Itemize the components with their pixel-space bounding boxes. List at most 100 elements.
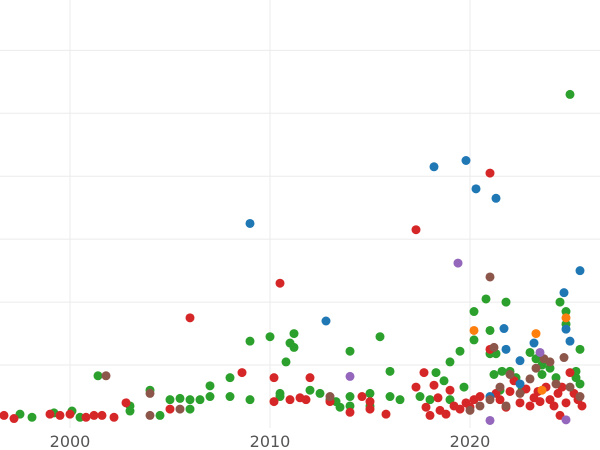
point-s4-3 (537, 385, 547, 395)
point-s1-22 (357, 392, 367, 402)
point-s2-9 (529, 338, 539, 348)
point-s0-25 (289, 329, 299, 339)
point-s1-10 (165, 404, 175, 414)
point-s0-13 (185, 404, 195, 414)
point-s0-29 (315, 388, 325, 398)
point-s0-36 (365, 388, 375, 398)
point-s1-59 (561, 398, 571, 408)
point-s2-1 (321, 316, 331, 326)
point-s0-70 (561, 307, 571, 317)
point-s3-2 (145, 388, 155, 398)
point-s0-67 (551, 373, 561, 383)
point-s2-6 (499, 324, 509, 334)
point-s1-31 (429, 380, 439, 390)
point-s0-58 (501, 297, 511, 307)
point-s0-34 (345, 392, 355, 402)
point-s1-9 (121, 398, 131, 408)
point-s3-18 (559, 353, 569, 363)
point-s4-2 (561, 313, 571, 323)
point-s0-1 (27, 412, 37, 422)
point-s0-75 (571, 373, 581, 383)
point-s1-26 (411, 225, 421, 235)
point-s3-19 (565, 382, 575, 392)
point-s3-0 (101, 371, 111, 381)
point-s1-19 (305, 373, 315, 383)
point-s0-41 (395, 395, 405, 405)
point-s0-76 (497, 366, 507, 376)
point-s0-51 (469, 307, 479, 317)
point-s3-10 (495, 382, 505, 392)
point-s0-11 (175, 393, 185, 403)
point-s1-14 (269, 397, 279, 407)
point-s0-5 (93, 371, 103, 381)
point-s1-7 (97, 410, 107, 420)
point-s1-37 (455, 404, 465, 414)
point-s1-32 (433, 393, 443, 403)
point-s1-18 (301, 395, 311, 405)
point-s1-21 (345, 407, 355, 417)
point-s1-15 (275, 278, 285, 288)
point-s3-5 (465, 405, 475, 415)
point-s0-66 (545, 363, 555, 373)
point-s1-42 (485, 168, 495, 178)
point-s2-5 (491, 193, 501, 203)
point-s0-18 (225, 373, 235, 383)
point-s0-44 (431, 368, 441, 378)
point-s3-12 (515, 388, 525, 398)
point-s1-1 (9, 414, 19, 424)
point-s5-2 (485, 415, 495, 425)
point-s0-33 (345, 401, 355, 411)
point-s1-3 (55, 410, 65, 420)
point-s0-32 (335, 402, 345, 412)
point-s3-20 (575, 392, 585, 402)
point-s1-30 (425, 410, 435, 420)
point-s1-12 (237, 368, 247, 378)
point-s3-9 (489, 342, 499, 352)
point-s1-2 (45, 409, 55, 419)
point-s3-7 (485, 395, 495, 405)
point-s2-0 (245, 218, 255, 228)
point-s0-26 (289, 342, 299, 352)
point-s5-1 (453, 258, 463, 268)
point-s0-48 (455, 346, 465, 356)
point-s1-8 (109, 412, 119, 422)
point-s1-35 (445, 385, 455, 395)
point-s2-11 (565, 336, 575, 346)
point-s1-23 (365, 397, 375, 407)
point-s0-40 (385, 366, 395, 376)
point-s1-63 (577, 401, 587, 411)
point-s0-35 (345, 346, 355, 356)
point-s4-0 (469, 325, 479, 335)
point-s0-19 (245, 336, 255, 346)
point-s0-46 (445, 357, 455, 367)
point-s1-25 (381, 409, 391, 419)
point-s2-3 (461, 156, 471, 165)
point-s0-55 (489, 370, 499, 379)
point-s2-15 (515, 379, 525, 389)
point-s5-3 (561, 415, 571, 425)
point-s1-41 (475, 392, 485, 402)
point-s1-51 (525, 401, 535, 411)
point-s1-45 (495, 395, 505, 405)
point-s2-8 (515, 356, 525, 366)
point-s1-49 (515, 398, 525, 408)
point-s1-27 (411, 382, 421, 392)
point-s0-9 (155, 410, 165, 420)
point-s0-64 (537, 370, 547, 379)
point-s1-60 (565, 368, 575, 378)
point-s3-11 (505, 370, 515, 379)
point-s1-4 (65, 409, 75, 419)
point-s0-15 (205, 392, 215, 402)
point-s0-10 (165, 395, 175, 405)
point-s0-12 (185, 395, 195, 405)
point-s0-7 (125, 406, 135, 416)
point-s0-20 (245, 395, 255, 405)
point-s3-13 (525, 374, 535, 384)
point-s0-53 (485, 325, 495, 335)
point-s0-16 (205, 381, 215, 391)
grid (0, 0, 600, 428)
point-s1-53 (535, 397, 545, 407)
point-s3-21 (501, 401, 511, 411)
